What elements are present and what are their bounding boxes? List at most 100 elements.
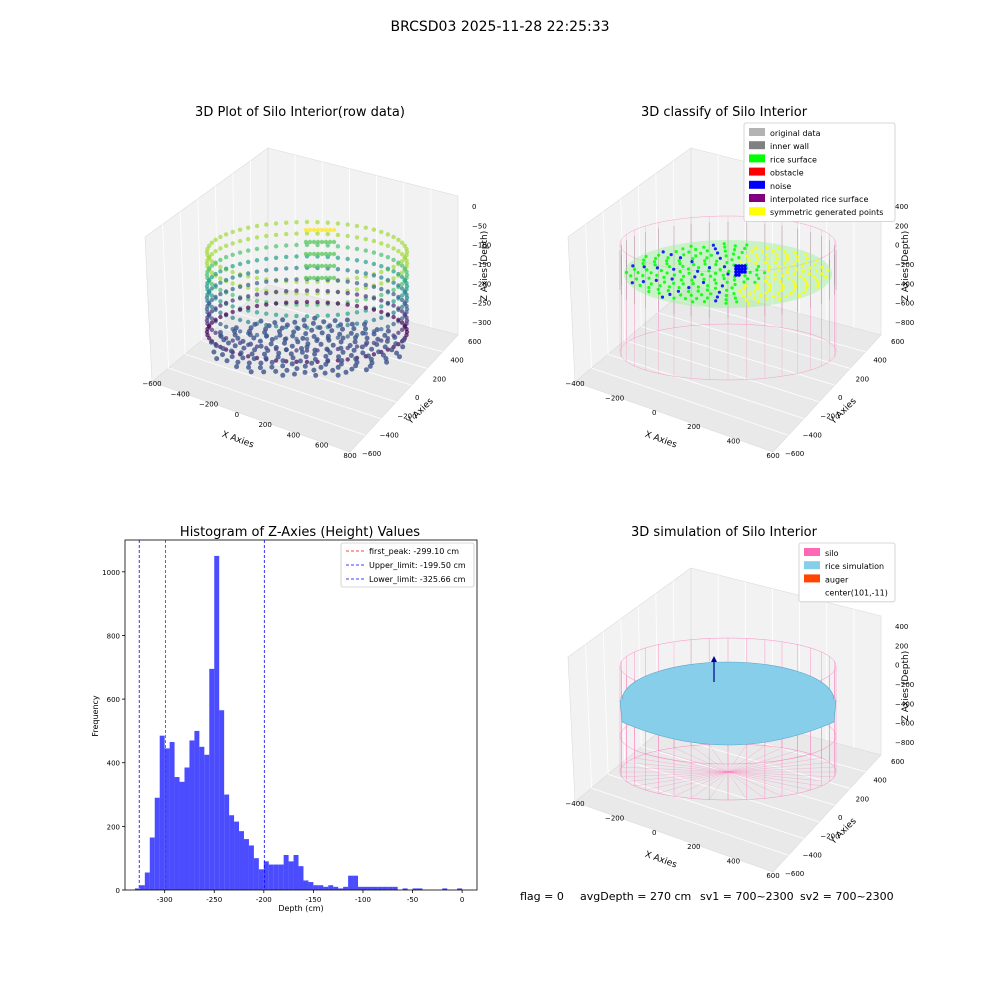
classify-point (657, 253, 661, 257)
raw-point (303, 263, 309, 269)
silo-floor-spoke (626, 771, 729, 782)
raw-point (399, 316, 405, 321)
xtick-label: 400 (727, 858, 740, 866)
raw-point (273, 232, 279, 238)
raw-point (343, 369, 349, 375)
hist-bar (323, 886, 329, 890)
raw-point (246, 248, 251, 253)
raw-point (399, 281, 405, 287)
raw-point (254, 303, 260, 309)
raw-point (375, 336, 381, 342)
classify-point (709, 253, 714, 257)
classify-point (755, 273, 759, 277)
raw-point (367, 363, 373, 369)
raw-point (404, 315, 409, 320)
grid-line (197, 198, 203, 341)
raw-point (213, 306, 218, 311)
classify-point (660, 295, 665, 299)
grid-line (641, 326, 835, 386)
grid-line (250, 160, 252, 299)
raw-point (280, 317, 286, 323)
ytick-label: 200 (433, 375, 446, 383)
raw-point (399, 259, 405, 264)
raw-point (332, 318, 338, 324)
raw-point (396, 306, 401, 311)
raw-point (266, 323, 272, 329)
raw-point (273, 278, 279, 283)
classify-point (630, 281, 634, 285)
grid-line (585, 644, 592, 789)
ztick-label: 400 (895, 623, 908, 631)
classify-point (695, 297, 699, 301)
classify-point (718, 256, 722, 260)
xtick-label: −200 (199, 401, 218, 409)
raw-point (218, 310, 223, 315)
raw-point (254, 275, 260, 281)
classify-point (773, 277, 777, 281)
raw-point (335, 372, 341, 378)
raw-point (304, 336, 310, 342)
xtick-label: 400 (727, 438, 740, 446)
hist-bar (343, 886, 349, 890)
raw-point (385, 255, 391, 260)
raw-point (263, 326, 269, 332)
raw-point (269, 364, 275, 370)
raw-point (288, 351, 294, 357)
classify-point (732, 278, 737, 282)
raw-point (354, 281, 360, 286)
hist-bar (169, 742, 175, 890)
classify-point (764, 253, 769, 257)
hist-bar (144, 872, 150, 890)
classify-point (747, 258, 751, 262)
grid-line (591, 787, 789, 856)
classify-point (820, 272, 824, 276)
classify-point (681, 247, 685, 251)
hist-bar (442, 888, 448, 890)
classify-point (802, 277, 806, 281)
hist-bar (174, 777, 180, 890)
raw-point (318, 364, 324, 370)
raw-point (294, 300, 299, 305)
raw-point (284, 313, 289, 318)
classify-point (714, 281, 718, 285)
raw-point (379, 252, 384, 257)
raw-point (345, 322, 350, 328)
raw-point (272, 320, 278, 326)
raw-point (363, 305, 368, 310)
hist-xtick-label: -50 (407, 896, 418, 904)
raw-point (258, 360, 264, 366)
raw-point (213, 283, 218, 288)
raw-point (363, 248, 368, 253)
raw-point (264, 311, 269, 316)
raw-point (292, 319, 298, 325)
classify-point (785, 270, 789, 274)
classify-point (666, 256, 670, 260)
hist-bar (164, 748, 170, 890)
raw-point (338, 345, 344, 351)
raw-point (238, 350, 244, 356)
raw-point (232, 343, 238, 349)
raw-point (294, 242, 299, 248)
raw-point (399, 286, 405, 291)
raw-point (223, 255, 229, 260)
hist-bar (273, 864, 279, 890)
raw-point (351, 347, 357, 353)
classify-point (691, 300, 695, 304)
raw-point (230, 229, 235, 235)
raw-point (371, 352, 377, 357)
raw-point (376, 349, 382, 355)
raw-point (207, 323, 212, 328)
classify-point (713, 271, 718, 275)
classify-point (686, 267, 691, 271)
classify-point (764, 291, 768, 295)
classify-point (716, 251, 720, 255)
raw-point (230, 264, 235, 269)
classify-point (722, 276, 726, 281)
classify-point (766, 256, 770, 260)
raw-point (391, 287, 396, 293)
classify-point (669, 253, 673, 257)
raw-point (396, 237, 401, 242)
panel-simulation: 3D simulation of Silo Interior −400 −200 0… (565, 525, 914, 880)
raw-point (391, 303, 396, 308)
raw-point (213, 260, 218, 265)
